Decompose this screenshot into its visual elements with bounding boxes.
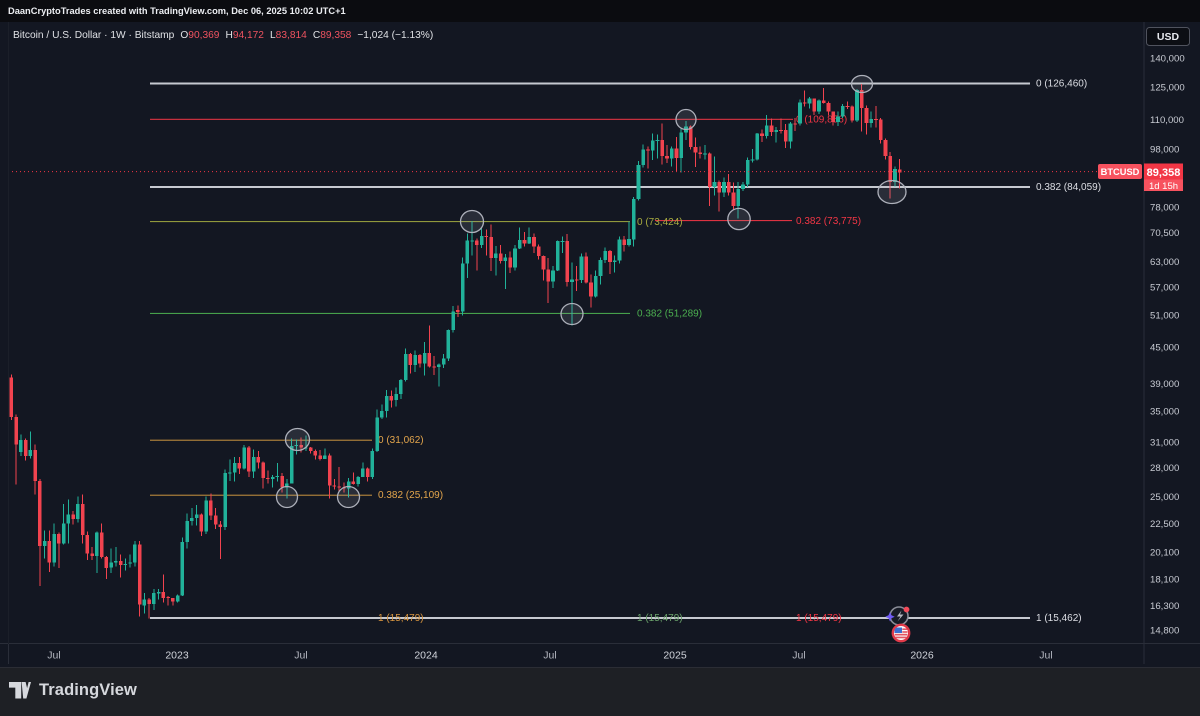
svg-text:1 (15,462): 1 (15,462)	[1036, 613, 1082, 624]
svg-text:1 (15,479): 1 (15,479)	[378, 613, 424, 624]
svg-text:Jul: Jul	[792, 650, 805, 662]
svg-text:0.382 (73,775): 0.382 (73,775)	[796, 216, 861, 227]
svg-text:USD: USD	[1157, 31, 1180, 43]
svg-text:Jul: Jul	[1039, 650, 1052, 662]
svg-text:31,000: 31,000	[1150, 437, 1179, 448]
svg-text:0.382 (84,059): 0.382 (84,059)	[1036, 182, 1101, 193]
svg-text:2024: 2024	[414, 650, 438, 662]
svg-text:Jul: Jul	[294, 650, 307, 662]
svg-text:98,000: 98,000	[1150, 144, 1179, 155]
svg-text:0 (73,424): 0 (73,424)	[637, 217, 683, 228]
svg-text:0 (126,460): 0 (126,460)	[1036, 79, 1087, 90]
svg-text:16,300: 16,300	[1150, 601, 1179, 612]
svg-text:28,000: 28,000	[1150, 463, 1179, 474]
svg-text:2026: 2026	[910, 650, 934, 662]
svg-text:Jul: Jul	[543, 650, 556, 662]
svg-text:140,000: 140,000	[1150, 54, 1185, 65]
svg-text:70,500: 70,500	[1150, 228, 1179, 239]
svg-text:89,358: 89,358	[1147, 167, 1181, 179]
svg-text:78,000: 78,000	[1150, 202, 1179, 213]
svg-text:63,000: 63,000	[1150, 257, 1179, 268]
svg-text:Jul: Jul	[47, 650, 60, 662]
svg-text:0.382 (51,289): 0.382 (51,289)	[637, 309, 702, 320]
svg-text:51,000: 51,000	[1150, 311, 1179, 322]
svg-text:1 (15,479): 1 (15,479)	[637, 613, 683, 624]
svg-text:2025: 2025	[663, 650, 687, 662]
svg-text:35,000: 35,000	[1150, 406, 1179, 417]
svg-text:45,000: 45,000	[1150, 342, 1179, 353]
svg-text:39,000: 39,000	[1150, 379, 1179, 390]
svg-text:25,000: 25,000	[1150, 492, 1179, 503]
svg-text:0 (31,062): 0 (31,062)	[378, 435, 424, 446]
svg-text:110,000: 110,000	[1150, 115, 1184, 126]
svg-text:2023: 2023	[165, 650, 189, 662]
svg-text:18,100: 18,100	[1150, 574, 1179, 585]
svg-text:14,800: 14,800	[1150, 626, 1179, 637]
svg-text:1d 15h: 1d 15h	[1149, 181, 1178, 192]
svg-text:125,000: 125,000	[1150, 82, 1185, 93]
svg-text:0 (109,856): 0 (109,856)	[796, 115, 847, 126]
svg-text:BTCUSD: BTCUSD	[1101, 167, 1140, 177]
svg-text:0.382 (25,109): 0.382 (25,109)	[378, 490, 443, 501]
svg-text:20,100: 20,100	[1150, 548, 1179, 559]
svg-text:57,000: 57,000	[1150, 282, 1179, 293]
svg-text:22,500: 22,500	[1150, 519, 1179, 530]
svg-text:1 (15,479): 1 (15,479)	[796, 613, 842, 624]
